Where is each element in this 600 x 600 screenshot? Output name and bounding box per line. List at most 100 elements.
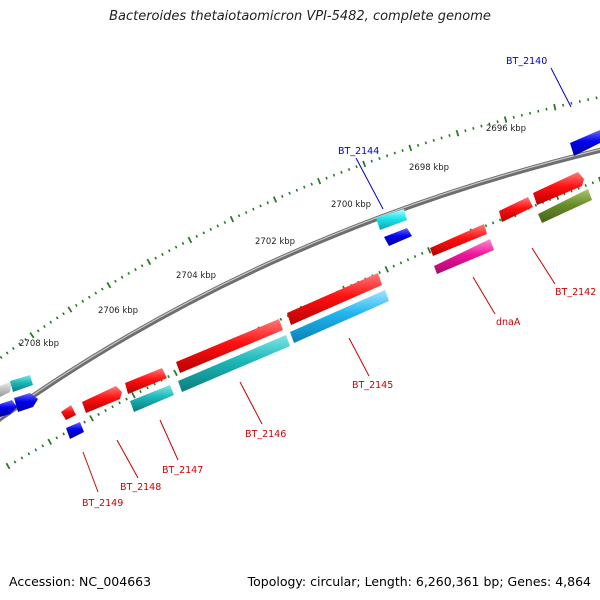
minor-tick (24, 338, 28, 342)
minor-tick (303, 185, 306, 189)
gene-arrow[interactable] (130, 385, 174, 412)
gene-arrow[interactable] (178, 335, 290, 392)
major-tick (131, 392, 136, 399)
outer-tick-ring (0, 96, 598, 359)
minor-tick (332, 173, 336, 177)
minor-tick (281, 194, 284, 198)
gene-label-dnaa[interactable]: dnaA (496, 317, 521, 328)
gene-arrow[interactable] (82, 386, 122, 413)
gene-arrow[interactable] (376, 209, 407, 230)
gene-arrow[interactable] (0, 381, 12, 397)
minor-tick (424, 141, 428, 145)
minor-tick (216, 224, 220, 228)
kbp-label-2696: 2696 kbp (486, 124, 526, 134)
kbp-label-2700: 2700 kbp (331, 200, 371, 210)
gene-arrow[interactable] (125, 368, 167, 394)
gene-arrow[interactable] (434, 239, 494, 274)
minor-tick (34, 448, 38, 452)
gene-arrow[interactable] (176, 319, 283, 373)
kbp-label-2706: 2706 kbp (98, 306, 138, 316)
gene-leader-lines (82, 67, 572, 493)
major-tick (229, 215, 235, 223)
gene-label-bt2147[interactable]: BT_2147 (162, 465, 203, 476)
gene-arrow[interactable] (430, 224, 487, 256)
gene-labels: BT_2140 BT_2144 BT_2142 dnaA BT_2145 BT_… (82, 56, 596, 509)
minor-tick (413, 255, 417, 259)
minor-tick (83, 420, 86, 424)
minor-tick (174, 245, 178, 249)
major-tick (503, 116, 508, 123)
gene-arrow[interactable] (0, 400, 17, 417)
minor-tick (406, 258, 410, 262)
minor-tick (416, 143, 420, 147)
gene-arrow[interactable] (290, 290, 389, 343)
minor-tick (310, 182, 313, 186)
major-tick (106, 281, 112, 289)
minor-tick (399, 261, 403, 265)
major-tick (187, 236, 193, 244)
genome-summary-text: Topology: circular; Length: 6,260,361 bp… (247, 574, 591, 589)
minor-tick (385, 154, 389, 158)
major-tick (47, 438, 53, 446)
gene-arrow[interactable] (499, 197, 533, 222)
gene-arrow[interactable] (66, 422, 84, 439)
minor-tick (464, 129, 467, 133)
minor-tick (520, 113, 523, 117)
minor-tick (537, 109, 540, 113)
gene-arrow[interactable] (61, 405, 76, 420)
minor-tick (448, 134, 451, 138)
major-tick (598, 176, 600, 183)
major-tick (89, 415, 94, 422)
gene-label-bt2148[interactable]: BT_2148 (120, 482, 161, 493)
minor-tick (100, 287, 104, 291)
minor-tick (134, 268, 137, 272)
minor-tick (355, 165, 358, 169)
minor-tick (279, 317, 283, 321)
gene-label-bt2149[interactable]: BT_2149 (82, 498, 123, 509)
minor-tick (81, 299, 85, 303)
gene-arrow[interactable] (14, 393, 38, 412)
minor-tick (94, 291, 98, 295)
minor-tick (111, 405, 114, 409)
minor-tick (595, 96, 598, 100)
minor-tick (378, 156, 381, 160)
gene-label-bt2146[interactable]: BT_2146 (245, 429, 286, 440)
minor-tick (181, 241, 185, 245)
minor-tick (127, 271, 131, 275)
gene-label-bt2142[interactable]: BT_2142 (555, 287, 596, 298)
minor-tick (244, 210, 248, 214)
gene-arrow[interactable] (10, 375, 33, 392)
minor-tick (20, 456, 24, 460)
gene-arrow[interactable] (570, 130, 600, 156)
minor-tick (223, 220, 227, 225)
minor-tick (266, 201, 270, 205)
minor-tick (237, 214, 241, 218)
gene-arrow[interactable] (533, 172, 584, 205)
major-tick (408, 144, 413, 152)
map-title: Bacteroides thetaiotaomicron VPI-5482, c… (109, 9, 491, 24)
gene-label-bt2144[interactable]: BT_2144 (338, 146, 379, 157)
gene-arrow[interactable] (384, 228, 412, 246)
major-tick (173, 369, 178, 377)
minor-tick (534, 203, 538, 207)
minor-tick (209, 227, 213, 231)
major-tick (146, 258, 152, 266)
minor-tick (432, 138, 435, 142)
kbp-label-2698: 2698 kbp (409, 163, 449, 173)
minor-tick (512, 115, 515, 119)
minor-tick (114, 279, 117, 283)
minor-tick (74, 303, 78, 307)
gene-label-bt2145[interactable]: BT_2145 (352, 380, 393, 391)
minor-tick (167, 249, 171, 253)
gene-label-bt2140[interactable]: BT_2140 (506, 56, 547, 67)
minor-tick (62, 432, 66, 436)
gene-arrow[interactable] (538, 189, 592, 223)
minor-tick (288, 191, 291, 195)
minor-tick (146, 386, 149, 390)
minor-tick (484, 224, 488, 228)
major-tick (272, 196, 278, 203)
gene-arrow[interactable] (287, 273, 382, 325)
minor-tick (118, 401, 121, 405)
minor-tick (43, 324, 46, 329)
minor-tick (259, 204, 262, 208)
